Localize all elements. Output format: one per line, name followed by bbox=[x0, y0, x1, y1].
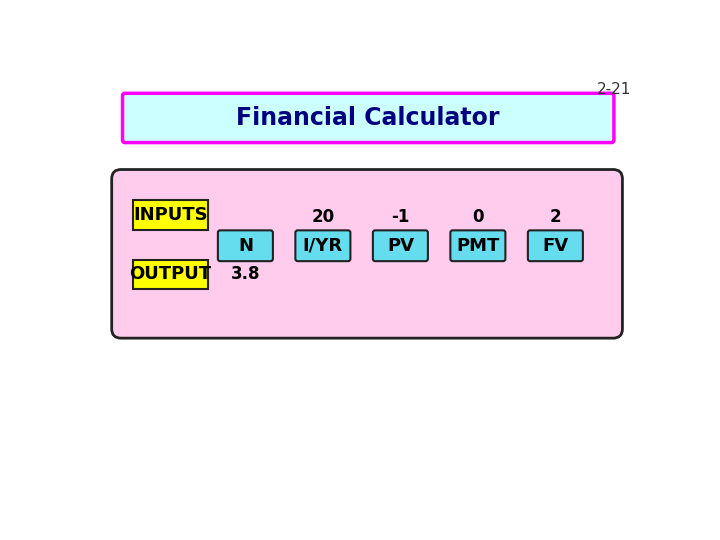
Text: -1: -1 bbox=[391, 208, 410, 226]
Text: 3.8: 3.8 bbox=[230, 265, 260, 284]
FancyBboxPatch shape bbox=[218, 231, 273, 261]
Text: PV: PV bbox=[387, 237, 414, 255]
Text: 2-21: 2-21 bbox=[597, 82, 631, 97]
Text: PMT: PMT bbox=[456, 237, 500, 255]
Text: FV: FV bbox=[542, 237, 569, 255]
FancyBboxPatch shape bbox=[133, 260, 208, 289]
FancyBboxPatch shape bbox=[112, 170, 622, 338]
Text: 20: 20 bbox=[311, 208, 335, 226]
Text: I/YR: I/YR bbox=[303, 237, 343, 255]
FancyBboxPatch shape bbox=[373, 231, 428, 261]
Text: 0: 0 bbox=[472, 208, 484, 226]
Text: INPUTS: INPUTS bbox=[133, 206, 208, 224]
FancyBboxPatch shape bbox=[528, 231, 583, 261]
Text: OUTPUT: OUTPUT bbox=[130, 265, 212, 284]
Text: N: N bbox=[238, 237, 253, 255]
Text: Financial Calculator: Financial Calculator bbox=[236, 106, 500, 130]
FancyBboxPatch shape bbox=[451, 231, 505, 261]
FancyBboxPatch shape bbox=[295, 231, 351, 261]
FancyBboxPatch shape bbox=[122, 93, 614, 143]
Text: 2: 2 bbox=[549, 208, 561, 226]
FancyBboxPatch shape bbox=[133, 200, 208, 230]
